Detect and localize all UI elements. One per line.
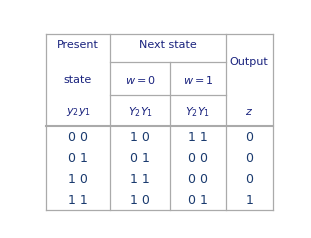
Text: 0 1: 0 1 bbox=[130, 152, 150, 165]
Text: 1 1: 1 1 bbox=[188, 131, 208, 144]
Text: 1 0: 1 0 bbox=[68, 173, 88, 186]
Text: $z$: $z$ bbox=[245, 107, 253, 117]
Text: Output: Output bbox=[230, 57, 268, 67]
Text: 0 0: 0 0 bbox=[68, 131, 88, 144]
Text: $Y_2 Y_1$: $Y_2 Y_1$ bbox=[128, 105, 153, 119]
Text: 0 0: 0 0 bbox=[188, 152, 208, 165]
Text: state: state bbox=[64, 75, 92, 85]
Text: 0 1: 0 1 bbox=[68, 152, 88, 165]
Text: $w = 1$: $w = 1$ bbox=[183, 74, 213, 86]
Text: 1 0: 1 0 bbox=[130, 194, 150, 207]
Text: 0: 0 bbox=[245, 173, 253, 186]
Text: 1 1: 1 1 bbox=[68, 194, 88, 207]
Text: Present: Present bbox=[57, 40, 99, 50]
Text: 0: 0 bbox=[245, 131, 253, 144]
Text: 0 0: 0 0 bbox=[188, 173, 208, 186]
Text: 0 1: 0 1 bbox=[188, 194, 208, 207]
Text: $Y_2 Y_1$: $Y_2 Y_1$ bbox=[185, 105, 211, 119]
Text: Next state: Next state bbox=[139, 40, 197, 50]
Text: $w = 0$: $w = 0$ bbox=[125, 74, 156, 86]
Text: 1 1: 1 1 bbox=[130, 173, 150, 186]
Text: $y_2 y_1$: $y_2 y_1$ bbox=[66, 106, 91, 118]
Text: 0: 0 bbox=[245, 152, 253, 165]
Text: 1: 1 bbox=[245, 194, 253, 207]
Text: 1 0: 1 0 bbox=[130, 131, 150, 144]
